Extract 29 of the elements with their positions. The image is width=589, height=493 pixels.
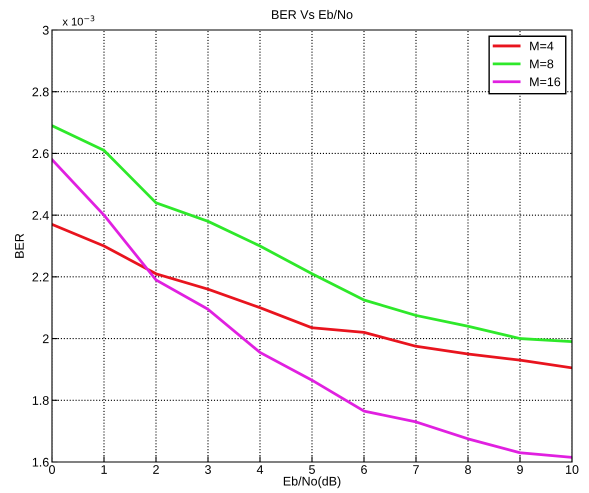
y-tick-label: 3 (42, 26, 49, 35)
x-tick-label: 3 (205, 465, 211, 474)
y-tick-label: 2.2 (32, 272, 49, 282)
y-tick-label: 1.8 (32, 396, 49, 405)
x-tick-label: 0 (49, 465, 55, 474)
x-tick-label: 10 (566, 465, 578, 474)
x-axis-title: Eb/No(dB) (284, 476, 340, 488)
line-series (52, 223, 572, 370)
x-tick-label: 7 (413, 465, 419, 474)
x-tick-label: 5 (309, 465, 315, 474)
x-tick-label: 2 (153, 465, 159, 474)
y-tick-label: 2.8 (32, 88, 49, 96)
legend-label: M=16 (530, 77, 560, 86)
y-tick-label: 1.6 (32, 458, 49, 467)
x-tick-label: 9 (517, 465, 523, 474)
y-tick-label: 2 (42, 334, 49, 344)
y-axis-title: BER (15, 234, 24, 258)
line-series (52, 158, 572, 459)
line-series (52, 124, 572, 344)
legend-label: M=8 (530, 59, 554, 68)
x-tick-label: 6 (361, 465, 367, 474)
x-tick-label: 4 (256, 465, 264, 474)
chart-title: BER Vs Eb/No (272, 10, 352, 20)
y-tick-label: 2.6 (32, 149, 49, 158)
text: x 10$^{−3}$ (62, 15, 94, 26)
y-tick-label: 2.4 (32, 210, 49, 220)
x-tick-label: 1 (101, 465, 107, 474)
legend-label: M=4 (530, 42, 554, 50)
x-tick-label: 8 (465, 465, 471, 474)
